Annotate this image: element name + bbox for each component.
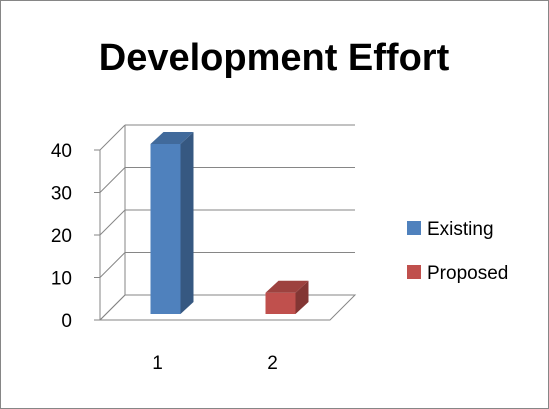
y-tick-label: 0: [61, 311, 72, 332]
x-tick-label: 2: [267, 353, 278, 374]
bar-proposed-2: [265, 280, 309, 314]
axes: [94, 125, 357, 321]
chart-title: Development Effort: [99, 37, 450, 79]
x-tick-label: 1: [152, 353, 163, 374]
floor: [98, 294, 357, 321]
bar-existing-1: [150, 132, 194, 314]
bar-side: [295, 280, 309, 314]
y-tick-label: 10: [51, 269, 72, 290]
y-tick-label: 30: [51, 184, 72, 205]
y-tick-label: 40: [51, 141, 72, 162]
bar-top: [265, 280, 309, 293]
y-tick-label: 20: [51, 226, 72, 247]
legend-swatch-existing: [407, 221, 421, 235]
tick-labels: 0 10 20 30 40 1 2: [51, 141, 278, 374]
bar-top: [150, 132, 194, 144]
bar-side: [180, 132, 194, 314]
legend-label-proposed: Proposed: [427, 263, 508, 284]
bar-front: [265, 292, 296, 314]
bar-front: [150, 144, 181, 314]
legend-swatch-proposed: [407, 265, 421, 279]
gridline-side-3: [99, 167, 126, 193]
gridline-side-1: [99, 252, 126, 278]
legend-label-existing: Existing: [427, 219, 494, 240]
legend: Existing Proposed: [407, 219, 508, 284]
bars: [150, 132, 309, 314]
gridline-side-4: [99, 124, 126, 151]
gridline-side-2: [99, 209, 126, 236]
